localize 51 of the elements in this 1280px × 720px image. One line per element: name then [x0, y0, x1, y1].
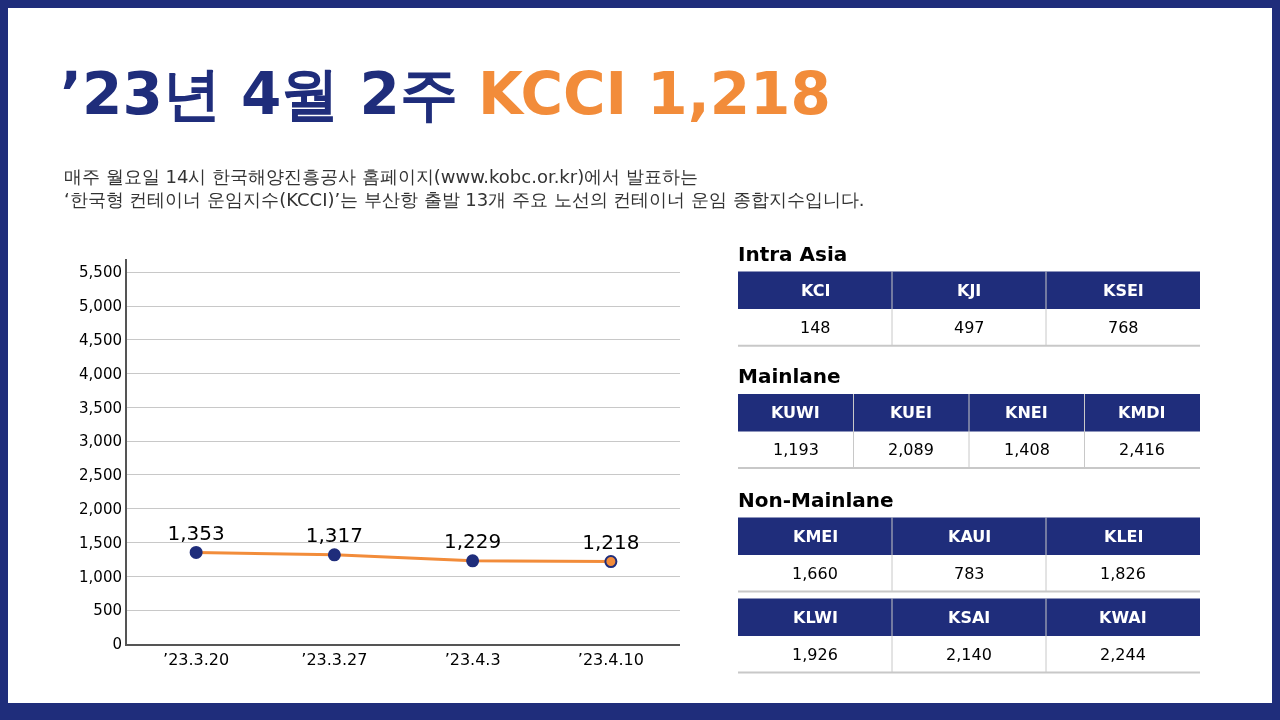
category-label: KNEI	[1005, 403, 1048, 422]
category-label: KUWI	[771, 403, 820, 422]
text: Non-Mainlane	[738, 488, 894, 512]
text: 1,408	[1004, 440, 1050, 459]
category-label: KCI	[801, 281, 831, 300]
y-tick-label: 1,000	[79, 567, 122, 586]
category-label: KMDI	[1118, 403, 1166, 422]
category-label: KLWI	[793, 608, 838, 627]
text: 2,416	[1119, 440, 1165, 459]
text: 2,244	[1100, 645, 1146, 664]
category-label: KMEI	[793, 527, 839, 546]
data-label: 1,353	[167, 520, 225, 545]
text: 1,193	[773, 440, 819, 459]
category-label: KUEI	[890, 403, 932, 422]
text: 2,140	[946, 645, 992, 664]
y-tick-label: 5,000	[79, 297, 122, 316]
text: 1,926	[792, 645, 838, 664]
x-tick-label: ’23.3.20	[163, 650, 230, 670]
text: 768	[1108, 318, 1139, 337]
text: 2,089	[888, 440, 934, 459]
x-tick-label: ’23.4.3	[444, 650, 501, 670]
category-label: KWAI	[1099, 608, 1147, 627]
category-label: KSAI	[948, 608, 991, 627]
y-tick-label: 0	[112, 635, 122, 654]
y-tick-label: 3,500	[79, 398, 122, 417]
y-tick-label: 2,000	[79, 499, 122, 518]
data-label: 1,317	[305, 522, 364, 547]
chart-title: ’23년 4월 2주 KCCI 1,218	[60, 60, 831, 128]
text: 1,826	[1100, 564, 1146, 583]
text: Mainlane	[738, 364, 841, 388]
category-label: KSEI	[1103, 281, 1144, 300]
category-label: KAUI	[948, 527, 992, 546]
category-label: KJI	[957, 281, 982, 300]
x-tick-label: ’23.4.10	[577, 650, 644, 670]
text: 497	[954, 318, 985, 337]
category-label: KLEI	[1104, 527, 1144, 546]
data-label: 1,218	[582, 529, 640, 554]
text: 148	[800, 318, 831, 337]
data-label: 1,229	[444, 528, 502, 553]
x-tick-label: ’23.3.27	[301, 650, 368, 670]
y-tick-label: 5,500	[79, 263, 122, 282]
y-tick-label: 4,500	[79, 331, 122, 350]
chart-subtitle: 매주 월요일 14시 한국해양진흥공사 홈페이지(www.kobc.or.kr)에서 발표하는 ‘한국형 컨테이너 운임지수(KCCI)’는 부산항 출발 13개 주요 노선의 컨테이너 운임 종합지수입니다.	[64, 166, 865, 211]
text: 1,660	[792, 564, 838, 583]
y-tick-label: 2,500	[79, 466, 122, 485]
y-tick-label: 1,500	[79, 533, 122, 552]
y-tick-label: 3,000	[79, 432, 122, 451]
text: Intra Asia	[738, 242, 848, 266]
y-tick-label: 4,000	[79, 364, 122, 383]
text: 783	[954, 564, 985, 583]
y-tick-label: 500	[93, 601, 122, 620]
